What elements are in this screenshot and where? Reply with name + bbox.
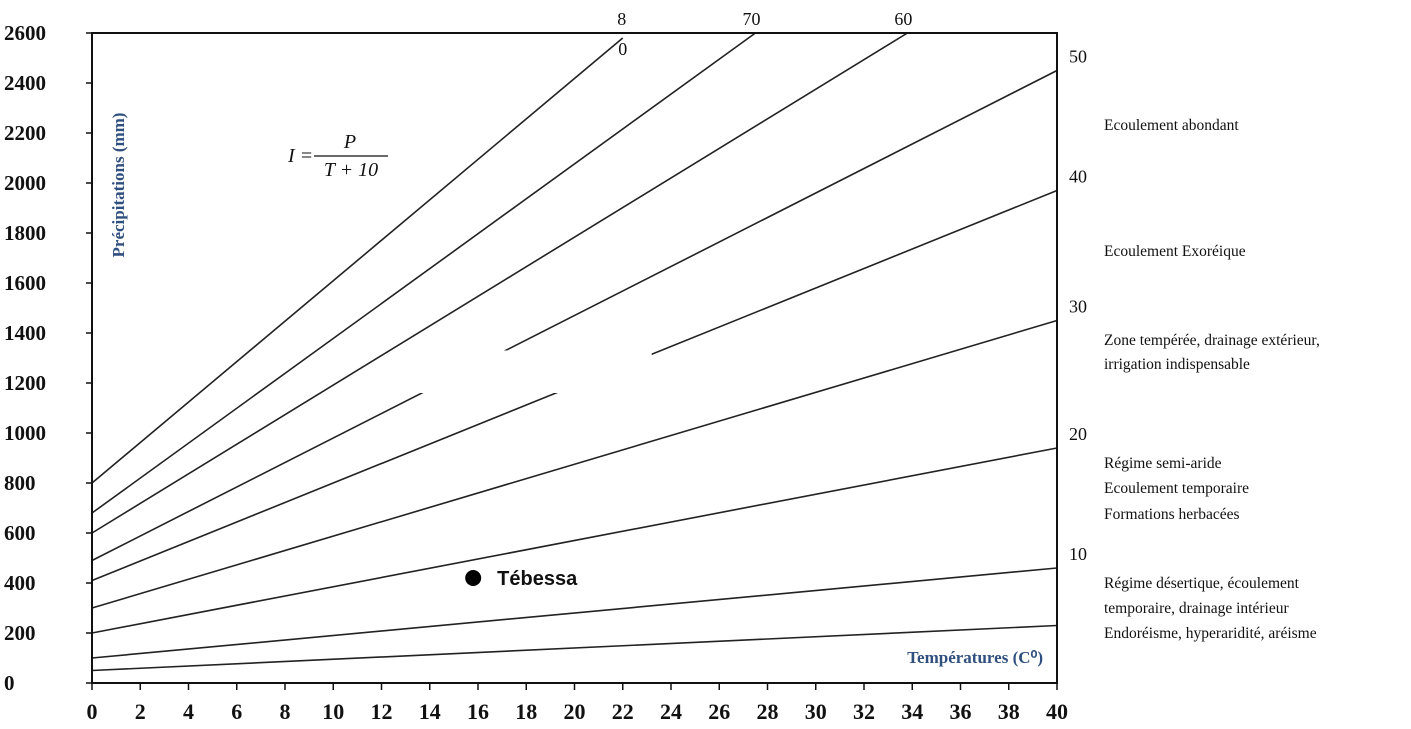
zone-descriptions: Ecoulement abondant Ecoulement Exoréique Z… xyxy=(1104,117,1320,642)
x-axis-title: Températures (C⁰) xyxy=(907,648,1043,667)
x-tick-label: 20 xyxy=(564,699,586,724)
labels: Précipitations (mm) Températures (C⁰) I = P… xyxy=(109,9,1087,667)
y-tick-label: 0 xyxy=(4,671,15,695)
iso-label-right-50: 50 xyxy=(1069,47,1087,67)
y-tick-label: 1000 xyxy=(4,421,46,445)
iso-label-top-60: 60 xyxy=(894,9,912,29)
x-tick-label: 40 xyxy=(1046,699,1068,724)
y-tick-label: 1400 xyxy=(4,321,46,345)
x-tick-label: 2 xyxy=(135,699,146,724)
x-tick-label: 18 xyxy=(515,699,537,724)
iso-line-10 xyxy=(91,567,1058,659)
zone-text-line: Régime désertique, écoulement xyxy=(1104,575,1300,592)
x-tick-label: 10 xyxy=(322,699,344,724)
zone-text-line: Formations herbacées xyxy=(1104,506,1240,523)
y-tick-label: 200 xyxy=(4,621,36,645)
y-tick-label: 1200 xyxy=(4,371,46,395)
y-tick-label: 2200 xyxy=(4,121,46,145)
x-tick-label: 24 xyxy=(660,699,682,724)
x-tick-label: 6 xyxy=(231,699,242,724)
formula-lhs: I = xyxy=(287,145,313,167)
x-tick-label: 38 xyxy=(998,699,1020,724)
label-gap xyxy=(412,350,652,393)
iso-line-5 xyxy=(91,624,1058,672)
x-tick-label: 8 xyxy=(280,699,291,724)
y-tick-label: 600 xyxy=(4,521,36,545)
station-marker xyxy=(465,570,482,586)
iso-label-top-80: 8 xyxy=(617,9,626,29)
y-tick-label: 2400 xyxy=(4,71,46,95)
x-tick-label: 32 xyxy=(853,699,875,724)
zone-text-line: Zone tempérée, drainage extérieur, xyxy=(1104,332,1320,349)
zone-text-line: Endoréisme, hyperaridité, aréisme xyxy=(1104,625,1317,642)
y-tick-label: 1800 xyxy=(4,221,46,245)
x-tick-label: 36 xyxy=(950,699,972,724)
iso-label-top-70: 70 xyxy=(742,9,760,29)
x-tick-label: 22 xyxy=(612,699,634,724)
zone-text-line: irrigation indispensable xyxy=(1104,356,1250,373)
x-tick-label: 16 xyxy=(467,699,489,724)
formula-denominator: T + 10 xyxy=(324,159,378,181)
y-tick-label: 2000 xyxy=(4,171,46,195)
y-tick-label: 800 xyxy=(4,471,36,495)
x-tick-label: 4 xyxy=(183,699,194,724)
zone-text-line: Ecoulement abondant xyxy=(1104,117,1239,134)
y-tick-label: 400 xyxy=(4,571,36,595)
zone-text-line: Ecoulement Exoréique xyxy=(1104,243,1246,260)
axes: 0 2 4 6 8 10 12 14 16 18 20 22 24 26 28 30 32 34 36 38 40020… xyxy=(4,21,1068,724)
formula-numerator: P xyxy=(343,131,356,153)
y-axis-title: Précipitations (mm) xyxy=(109,113,128,258)
x-tick-label: 26 xyxy=(708,699,730,724)
iso-lines xyxy=(91,32,1058,672)
zone-text-line: temporaire, drainage intérieur xyxy=(1104,600,1289,617)
iso-line-80 xyxy=(91,37,624,484)
x-tick-label: 12 xyxy=(371,699,393,724)
zone-text-line: Régime semi-aride xyxy=(1104,455,1222,472)
iso-line-70 xyxy=(91,32,756,514)
station-label: Tébessa xyxy=(497,568,578,590)
x-tick-label: 14 xyxy=(419,699,441,724)
zone-text-line: Ecoulement temporaire xyxy=(1104,480,1249,497)
x-tick-label: 34 xyxy=(901,699,923,724)
iso-label-right-20: 20 xyxy=(1069,424,1087,444)
y-tick-label: 2600 xyxy=(4,21,46,45)
iso-line-20 xyxy=(91,447,1058,634)
iso-label-right-40: 40 xyxy=(1069,167,1087,187)
iso-label-bottom-80: 0 xyxy=(618,39,627,59)
y-tick-label: 1600 xyxy=(4,271,46,295)
iso-label-right-30: 30 xyxy=(1069,297,1087,317)
iso-label-right-10: 10 xyxy=(1069,544,1087,564)
x-tick-label: 28 xyxy=(757,699,779,724)
iso-line-60 xyxy=(91,32,908,534)
iso-line-30 xyxy=(91,319,1058,609)
x-tick-label: 0 xyxy=(87,699,98,724)
x-tick-label: 30 xyxy=(805,699,827,724)
iso-line-50 xyxy=(91,69,1058,562)
